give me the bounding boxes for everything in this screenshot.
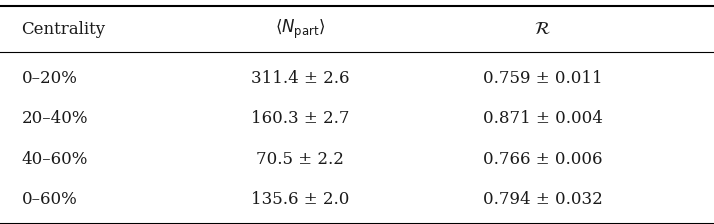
Text: 20–40%: 20–40% [21,110,88,127]
Text: Centrality: Centrality [21,21,106,38]
Text: 0–20%: 0–20% [21,70,77,87]
Text: 70.5 ± 2.2: 70.5 ± 2.2 [256,151,344,168]
Text: $\langle N_{\mathrm{part}} \rangle$: $\langle N_{\mathrm{part}} \rangle$ [275,17,325,41]
Text: 0–60%: 0–60% [21,191,77,208]
Text: 0.766 ± 0.006: 0.766 ± 0.006 [483,151,603,168]
Text: $\mathcal{R}$: $\mathcal{R}$ [534,20,551,38]
Text: 40–60%: 40–60% [21,151,88,168]
Text: 0.759 ± 0.011: 0.759 ± 0.011 [483,70,603,87]
Text: 160.3 ± 2.7: 160.3 ± 2.7 [251,110,349,127]
Text: 135.6 ± 2.0: 135.6 ± 2.0 [251,191,349,208]
Text: 0.871 ± 0.004: 0.871 ± 0.004 [483,110,603,127]
Text: 0.794 ± 0.032: 0.794 ± 0.032 [483,191,603,208]
Text: 311.4 ± 2.6: 311.4 ± 2.6 [251,70,349,87]
